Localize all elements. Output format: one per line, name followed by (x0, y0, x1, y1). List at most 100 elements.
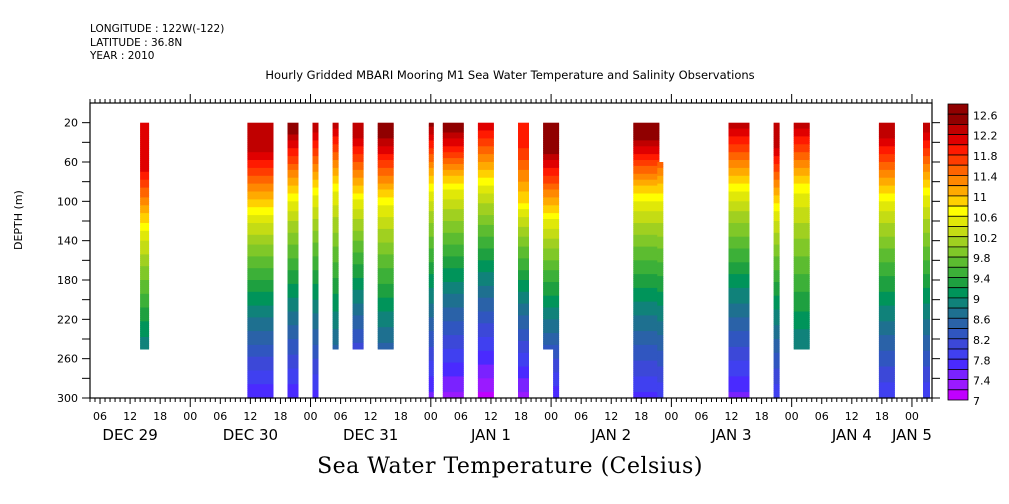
temperature-cell (287, 274, 299, 277)
temperature-cell (773, 341, 780, 344)
temperature-cell (633, 169, 660, 173)
temperature-cell (377, 224, 394, 228)
temperature-cell (442, 390, 464, 393)
temperature-cell (633, 217, 660, 220)
temperature-cell (247, 173, 274, 177)
temperature-cell (352, 142, 364, 145)
temperature-cell (377, 213, 394, 216)
x-axis-label: Sea Water Temperature (Celsius) (317, 454, 703, 479)
temperature-cell (312, 234, 319, 238)
temperature-cell (793, 230, 810, 234)
temperature-cell (728, 219, 750, 222)
temperature-cell (793, 175, 810, 179)
temperature-cell (633, 282, 660, 285)
temperature-cell (477, 217, 494, 220)
y-tick-label: 300 (57, 392, 78, 405)
temperature-cell (878, 282, 895, 285)
temperature-cell (332, 238, 339, 242)
temperature-cell (518, 352, 529, 356)
temperature-cell (312, 213, 319, 216)
temperature-cell (773, 297, 780, 301)
temperature-cell (332, 167, 339, 171)
temperature-cell (878, 246, 895, 250)
temperature-cell (428, 307, 434, 311)
temperature-cell (923, 280, 930, 283)
temperature-cell (878, 213, 895, 216)
temperature-cell (657, 189, 664, 193)
temperature-cell (773, 221, 780, 224)
temperature-cell (377, 342, 394, 346)
temperature-cell (428, 179, 434, 183)
temperature-cell (352, 162, 364, 165)
temperature-cell (140, 339, 150, 342)
temperature-cell (287, 248, 299, 252)
temperature-cell (543, 221, 560, 224)
temperature-cell (332, 342, 339, 346)
temperature-cell (247, 224, 274, 228)
temperature-cell (923, 362, 930, 366)
temperature-cell (312, 309, 319, 313)
temperature-cell (728, 362, 750, 366)
temperature-cell (633, 339, 660, 342)
temperature-cell (793, 209, 810, 212)
temperature-cell (442, 378, 464, 381)
temperature-cell (923, 368, 930, 372)
temperature-cell (477, 189, 494, 193)
temperature-cell (140, 315, 150, 318)
temperature-cell (657, 364, 664, 368)
temperature-cell (442, 384, 464, 387)
temperature-cell (773, 128, 780, 132)
temperature-cell (773, 217, 780, 220)
temperature-cell (923, 207, 930, 210)
temperature-cell (352, 191, 364, 195)
temperature-cell (287, 246, 299, 250)
temperature-cell (377, 329, 394, 332)
temperature-cell (793, 156, 810, 159)
temperature-cell (442, 154, 464, 157)
temperature-cell (657, 195, 664, 198)
x-day-label: JAN 1 (470, 426, 511, 444)
temperature-cell (793, 130, 810, 134)
temperature-cell (773, 211, 780, 214)
temperature-cell (312, 126, 319, 130)
temperature-cell (140, 209, 150, 212)
temperature-cell (518, 128, 529, 132)
temperature-cell (442, 238, 464, 242)
temperature-cell (728, 169, 750, 173)
temperature-cell (247, 354, 274, 358)
temperature-cell (477, 203, 494, 206)
temperature-cell (518, 303, 529, 307)
temperature-cell (728, 264, 750, 267)
temperature-cell (657, 276, 664, 279)
temperature-cell (923, 319, 930, 322)
temperature-cell (633, 358, 660, 362)
temperature-cell (477, 187, 494, 191)
temperature-cell (543, 268, 560, 271)
temperature-cell (247, 384, 274, 387)
temperature-cell (543, 164, 560, 167)
temperature-cell (247, 138, 274, 141)
temperature-cell (553, 354, 560, 358)
temperature-cell (923, 305, 930, 309)
temperature-cell (442, 299, 464, 303)
temperature-cell (657, 283, 664, 287)
temperature-cell (287, 268, 299, 271)
temperature-cell (518, 266, 529, 269)
temperature-cell (140, 215, 150, 218)
temperature-cell (773, 370, 780, 374)
temperature-cell (247, 262, 274, 265)
temperature-cell (312, 394, 319, 397)
temperature-cell (518, 187, 529, 191)
temperature-cell (442, 392, 464, 395)
temperature-cell (332, 223, 339, 226)
temperature-cell (428, 181, 434, 185)
temperature-cell (633, 362, 660, 366)
temperature-cell (657, 219, 664, 222)
temperature-cell (773, 339, 780, 342)
temperature-cell (287, 354, 299, 358)
temperature-cell (377, 319, 394, 322)
temperature-cell (247, 164, 274, 167)
temperature-cell (140, 193, 150, 197)
temperature-cell (728, 244, 750, 248)
